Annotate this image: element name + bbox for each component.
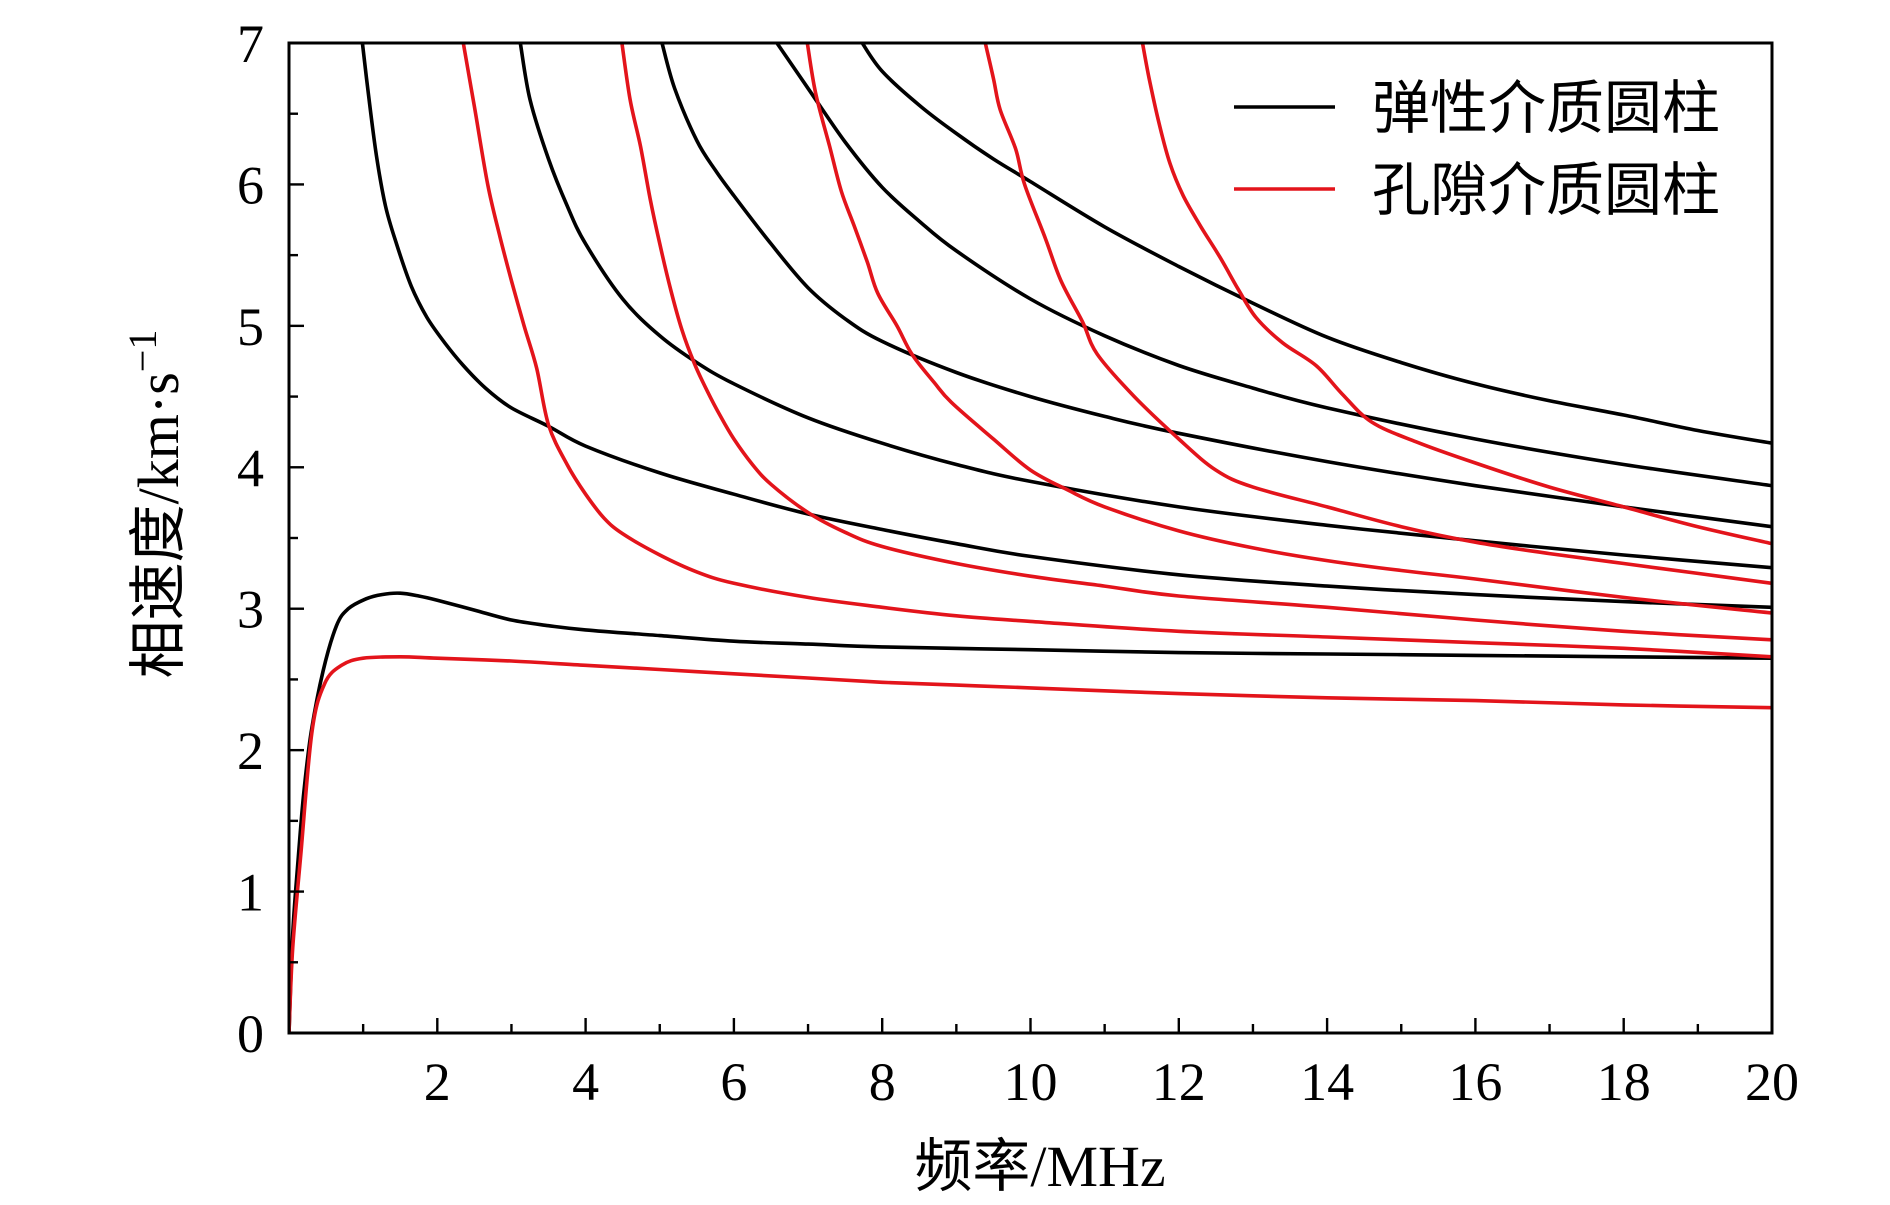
y-tick-label: 6 — [237, 155, 264, 215]
series-1-curve-2 — [360, 43, 1772, 610]
series-2-curve-6 — [1140, 43, 1772, 546]
curves-group — [289, 43, 1772, 1033]
legend: 弹性介质圆柱 孔隙介质圆柱 — [1234, 76, 1720, 223]
y-tick-label: 3 — [237, 580, 264, 640]
series-2-curve-4 — [805, 43, 1772, 615]
series-2-curve-2 — [461, 43, 1772, 659]
y-axis-label-exponent: −1 — [120, 330, 165, 373]
x-tick-label: 16 — [1448, 1052, 1502, 1112]
y-axis-label-main: 相速度/km·s — [126, 372, 191, 678]
x-tick-label: 6 — [720, 1052, 747, 1112]
series-1-curve-5 — [775, 43, 1772, 488]
x-tick-label: 12 — [1152, 1052, 1206, 1112]
x-tick-label: 8 — [869, 1052, 896, 1112]
series-1-curve-4 — [660, 43, 1772, 529]
y-tick-label: 5 — [237, 297, 264, 357]
ticks-group — [289, 112, 1774, 1033]
series-1-curve-1 — [289, 591, 1772, 1033]
legend-label-elastic: 弹性介质圆柱 — [1372, 76, 1720, 141]
x-tick-label: 4 — [572, 1052, 599, 1112]
legend-label-porous: 孔隙介质圆柱 — [1372, 158, 1720, 223]
y-tick-label: 2 — [237, 721, 264, 781]
y-tick-label: 0 — [237, 1004, 264, 1064]
series-2-curve-3 — [620, 43, 1772, 642]
series-2-curve-5 — [983, 43, 1772, 586]
y-tick-label: 1 — [237, 863, 264, 923]
x-tick-label: 10 — [1004, 1052, 1058, 1112]
y-tick-label: 4 — [237, 438, 264, 498]
y-tick-label: 7 — [237, 14, 264, 74]
x-tick-label: 20 — [1745, 1052, 1799, 1112]
series-1-curve-6 — [860, 43, 1772, 445]
plot-background — [289, 43, 1772, 1033]
x-tick-label: 14 — [1300, 1052, 1354, 1112]
x-tick-label: 18 — [1597, 1052, 1651, 1112]
series-2-curve-1 — [289, 655, 1772, 1033]
x-tick-label: 2 — [424, 1052, 451, 1112]
x-axis-label: 频率/MHz — [914, 1134, 1165, 1199]
plot-frame — [287, 41, 1774, 1035]
y-axis-label: 相速度/km·s−1 — [120, 330, 191, 679]
